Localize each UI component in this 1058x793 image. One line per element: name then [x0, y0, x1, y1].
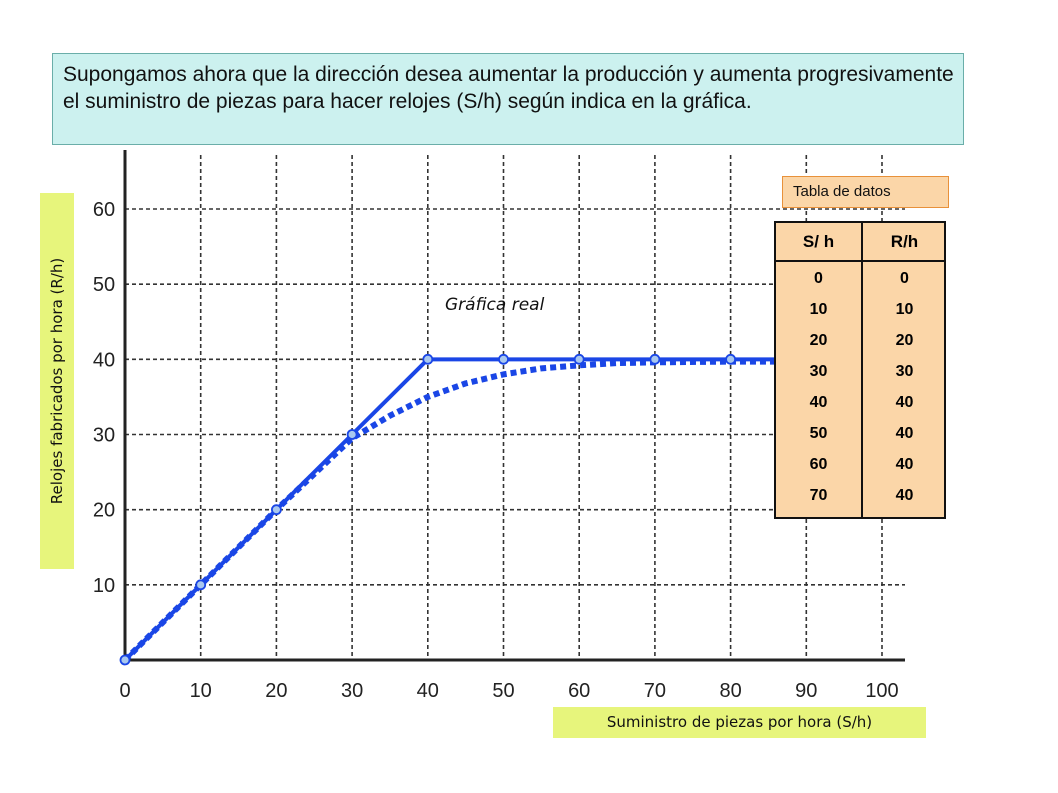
x-tick-label-30: 30 [341, 680, 363, 702]
data-point-60 [573, 353, 585, 365]
sh-cell-4: 40 [809, 394, 828, 411]
y-tick-label-60: 60 [93, 199, 115, 221]
x-tick-label-20: 20 [265, 680, 287, 702]
x-tick-label-90: 90 [795, 680, 817, 702]
sh-cell-3: 30 [809, 363, 828, 380]
rh-cell-6: 40 [895, 456, 914, 473]
intro-text-box: Supongamos ahora que la dirección desea … [52, 53, 964, 145]
table-column-rh: 0 10 20 30 40 40 40 40 [863, 263, 946, 511]
x-tick-label-40: 40 [417, 680, 439, 702]
rh-cell-0: 0 [900, 270, 909, 287]
solid-series-line [123, 357, 807, 662]
data-point-20 [270, 504, 282, 516]
data-point-40 [422, 353, 434, 365]
rh-cell-2: 20 [895, 332, 914, 349]
data-point-70 [649, 353, 661, 365]
sh-cell-2: 20 [809, 332, 828, 349]
rh-cell-7: 40 [895, 487, 914, 504]
x-tick-label-100: 100 [865, 680, 898, 702]
y-tick-label-40: 40 [93, 349, 115, 371]
sh-cell-0: 0 [814, 270, 823, 287]
data-point-50 [498, 353, 509, 365]
data-table: S/ h R/h 0 10 20 30 40 50 60 70 0 10 20 30 40 40 40 40 [774, 221, 946, 519]
sh-cell-5: 50 [809, 425, 828, 442]
x-tick-label-50: 50 [492, 680, 514, 702]
data-point-0 [119, 654, 131, 666]
table-column-sh: 0 10 20 30 40 50 60 70 [776, 263, 861, 511]
x-axis-label: Suministro de piezas por hora (S/h) [606, 713, 873, 731]
annotation-grafica-real: Gráfica real [445, 295, 545, 315]
table-divider-horizontal [776, 260, 944, 262]
x-tick-label-80: 80 [719, 680, 741, 702]
table-header-sh: S/ h [802, 232, 835, 251]
table-divider-vertical [861, 223, 863, 517]
dotted-series-line [122, 358, 807, 663]
x-axis-label-box: Suministro de piezas por hora (S/h) [553, 707, 926, 738]
sh-cell-7: 70 [809, 487, 828, 504]
y-tick-label-30: 30 [93, 425, 115, 447]
y-axis-label-box [40, 193, 74, 569]
data-point-30 [346, 429, 358, 440]
y-tick-label-10: 10 [93, 575, 115, 597]
x-tick-label-0: 0 [119, 680, 130, 702]
sh-cell-1: 10 [809, 301, 828, 318]
sh-cell-6: 60 [809, 456, 828, 473]
table-title: Tabla de datos [782, 176, 949, 208]
data-point-80 [725, 353, 736, 365]
y-tick-label-20: 20 [93, 500, 115, 522]
intro-text: Supongamos ahora que la dirección desea … [63, 63, 954, 113]
rh-cell-4: 40 [895, 394, 914, 411]
data-point-10 [195, 579, 207, 591]
rh-cell-5: 40 [895, 425, 914, 442]
y-tick-label-50: 50 [93, 274, 115, 296]
rh-cell-3: 30 [895, 363, 914, 380]
table-header-rh: R/h [890, 232, 919, 251]
x-tick-label-60: 60 [568, 680, 590, 702]
x-tick-label-70: 70 [644, 680, 666, 702]
x-tick-label-10: 10 [190, 680, 212, 702]
rh-cell-1: 10 [895, 301, 914, 318]
